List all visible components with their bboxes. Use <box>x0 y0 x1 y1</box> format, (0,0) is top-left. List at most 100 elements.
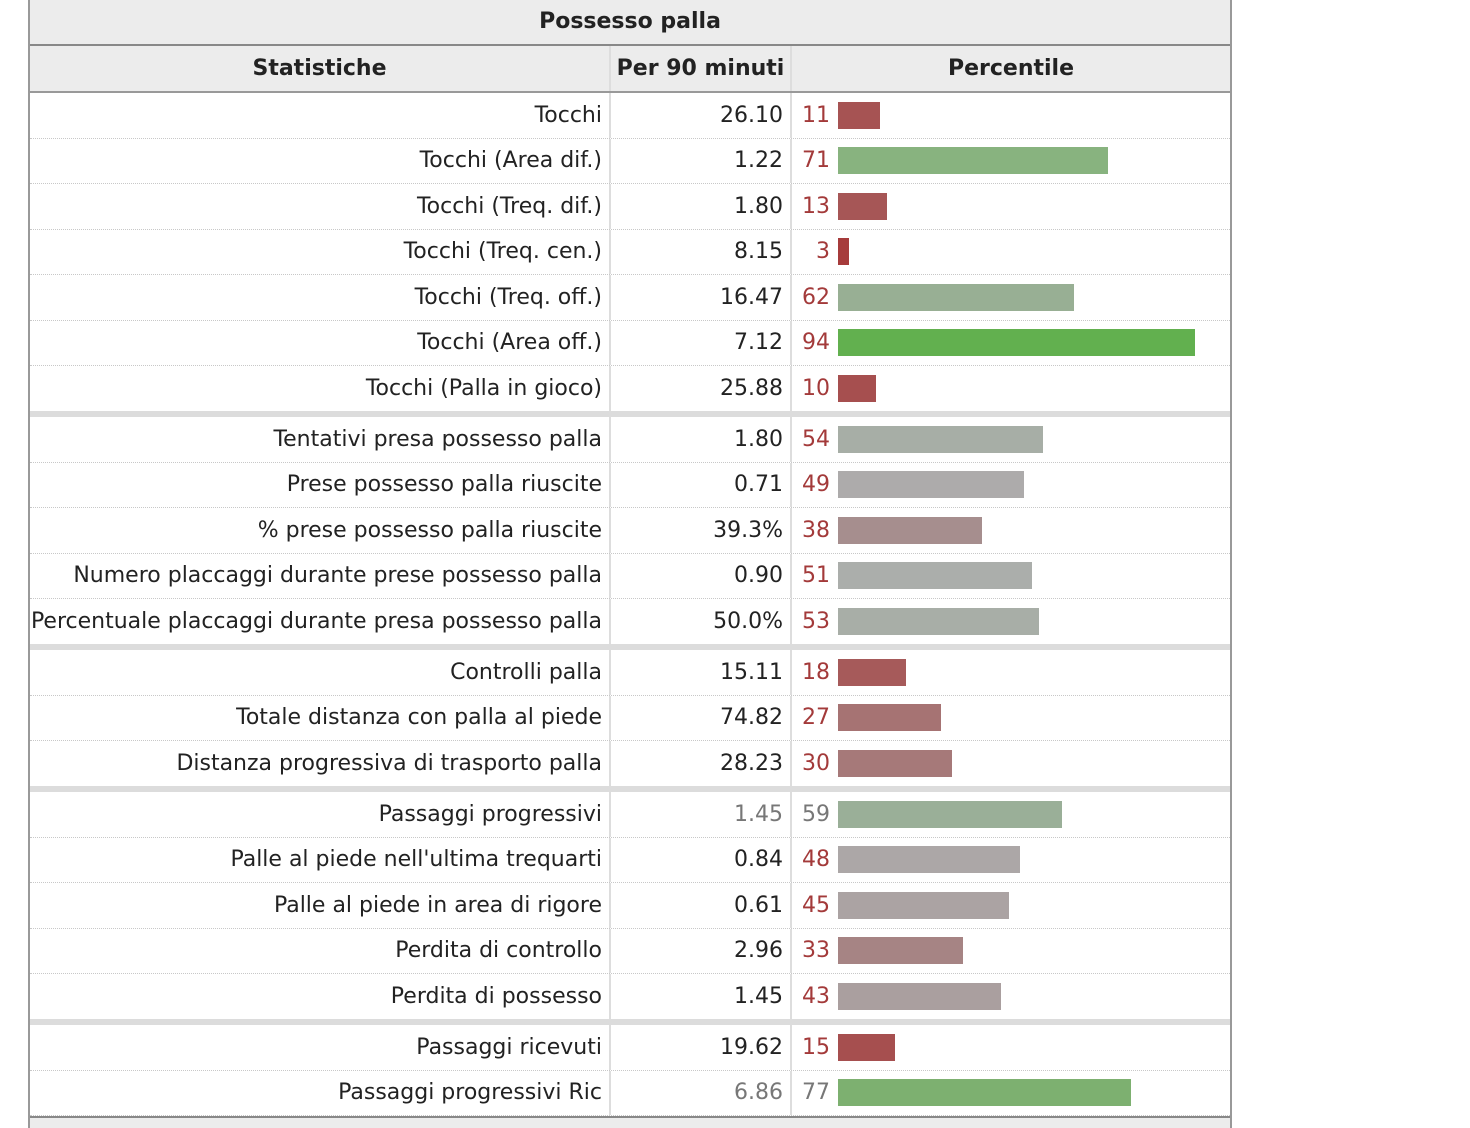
percentile-bar <box>838 891 1009 919</box>
percentile-cell: 77 <box>792 1071 1230 1116</box>
stat-label[interactable]: % prese possesso palla riuscite <box>30 508 611 553</box>
per90-value: 1.80 <box>611 184 792 229</box>
table-row: Distanza progressiva di trasporto palla 2… <box>30 741 1230 792</box>
percentile-value: 11 <box>802 102 830 128</box>
percentile-cell: 43 <box>792 974 1230 1019</box>
stat-label[interactable]: Tocchi (Treq. dif.) <box>30 184 611 229</box>
table-row: Tocchi (Treq. dif.) 1.80 13 <box>30 184 1230 230</box>
percentile-cell: 3 <box>792 230 1230 275</box>
stat-label[interactable]: Percentuale placcaggi durante presa poss… <box>30 599 611 644</box>
percentile-bar <box>838 983 1001 1010</box>
percentile-cell: 62 <box>792 275 1230 320</box>
percentile-value: 38 <box>802 517 830 543</box>
stat-label[interactable]: Distanza progressiva di trasporto palla <box>30 741 611 786</box>
stat-label[interactable]: Tocchi (Area dif.) <box>30 138 611 183</box>
per90-value: 50.0% <box>611 599 792 644</box>
stat-label[interactable]: Prese possesso palla riuscite <box>30 462 611 507</box>
percentile-value: 10 <box>802 376 830 401</box>
header-statistiche[interactable]: Statistiche <box>30 46 611 91</box>
per90-value: 1.80 <box>611 417 792 462</box>
stat-label[interactable]: Tocchi (Treq. off.) <box>30 275 611 320</box>
header-percentile[interactable]: Percentile <box>947 56 1075 81</box>
percentile-bar <box>838 800 1062 828</box>
stat-label[interactable]: Palle al piede nell'ultima trequarti <box>30 837 611 882</box>
percentile-bar <box>838 101 880 129</box>
per90-value: 39.3% <box>611 508 792 553</box>
stat-label[interactable]: Perdita di possesso <box>30 974 611 1019</box>
table-row: Totale distanza con palla al piede 74.82 2… <box>30 695 1230 741</box>
header-per-90-minuti[interactable]: Per 90 minuti <box>611 46 792 91</box>
percentile-cell: 27 <box>792 696 1230 741</box>
percentile-bar <box>838 1033 895 1061</box>
percentile-bar <box>838 238 849 266</box>
percentile-bar <box>838 516 982 544</box>
percentile-cell: 94 <box>792 321 1230 366</box>
percentile-bar <box>838 937 963 965</box>
per90-value: 25.88 <box>611 366 792 411</box>
percentile-value: 51 <box>802 563 830 589</box>
percentile-cell: 59 <box>792 792 1230 837</box>
percentile-cell: 54 <box>792 417 1230 462</box>
percentile-cell: 33 <box>792 929 1230 974</box>
table-row: Numero placcaggi durante prese possesso … <box>30 553 1230 599</box>
percentile-bar <box>838 658 906 686</box>
table-row: Controlli palla 15.11 18 <box>30 650 1230 696</box>
percentile-cell: 71 <box>792 139 1230 184</box>
percentile-value: 54 <box>802 426 830 452</box>
percentile-bar <box>838 192 887 220</box>
percentile-cell: 48 <box>792 838 1230 883</box>
percentile-cell: 18 <box>792 650 1230 695</box>
stat-label[interactable]: Tocchi (Treq. cen.) <box>30 229 611 274</box>
table-body: Tocchi 26.10 11 Tocchi (Area dif.) 1.22 71 Toc… <box>30 93 1230 1116</box>
per90-value: 0.84 <box>611 837 792 882</box>
percentile-cell: 51 <box>792 554 1230 599</box>
stat-label[interactable]: Tocchi (Area off.) <box>30 320 611 365</box>
per90-value: 28.23 <box>611 741 792 786</box>
per90-value: 1.45 <box>611 974 792 1019</box>
percentile-bar <box>838 562 1032 590</box>
percentile-value: 62 <box>802 284 830 310</box>
stat-label[interactable]: Controlli palla <box>30 650 611 695</box>
stat-label[interactable]: Passaggi progressivi Ric <box>30 1070 611 1115</box>
percentile-value: 13 <box>802 193 830 219</box>
percentile-bar <box>838 425 1043 453</box>
percentile-value: 49 <box>802 472 830 498</box>
table-row: Percentuale placcaggi durante presa poss… <box>30 599 1230 650</box>
per90-value: 19.62 <box>611 1025 792 1070</box>
percentile-value: 53 <box>802 609 830 634</box>
table-footer <box>30 1116 1230 1128</box>
per90-value: 0.61 <box>611 883 792 928</box>
table-row: Perdita di controllo 2.96 33 <box>30 928 1230 974</box>
stat-label[interactable]: Passaggi progressivi <box>30 792 611 837</box>
stat-label[interactable]: Tocchi (Palla in gioco) <box>30 366 611 411</box>
table-row: Tocchi (Treq. cen.) 8.15 3 <box>30 229 1230 275</box>
percentile-cell: 45 <box>792 883 1230 928</box>
stat-label[interactable]: Numero placcaggi durante prese possesso … <box>30 553 611 598</box>
percentile-bar <box>838 846 1020 874</box>
percentile-cell: 15 <box>792 1025 1230 1070</box>
percentile-cell: 53 <box>792 599 1230 644</box>
per90-value: 8.15 <box>611 229 792 274</box>
percentile-cell: 38 <box>792 508 1230 553</box>
percentile-value: 94 <box>802 330 830 356</box>
percentile-value: 71 <box>802 148 830 174</box>
stat-label[interactable]: Perdita di controllo <box>30 928 611 973</box>
stat-label[interactable]: Totale distanza con palla al piede <box>30 695 611 740</box>
percentile-bar <box>838 750 952 777</box>
table-row: Tentativi presa possesso palla 1.80 54 <box>30 417 1230 463</box>
stat-label[interactable]: Palle al piede in area di rigore <box>30 883 611 928</box>
per90-value: 1.45 <box>611 792 792 837</box>
table-row: Tocchi (Palla in gioco) 25.88 10 <box>30 366 1230 417</box>
table-header-row: Statistiche Per 90 minuti Percentile <box>30 46 1230 93</box>
percentile-value: 18 <box>802 659 830 685</box>
stat-label[interactable]: Passaggi ricevuti <box>30 1025 611 1070</box>
table-row: Palle al piede nell'ultima trequarti 0.84… <box>30 837 1230 883</box>
per90-value: 15.11 <box>611 650 792 695</box>
stat-label[interactable]: Tocchi <box>30 93 611 138</box>
table-row: % prese possesso palla riuscite 39.3% 38 <box>30 508 1230 554</box>
per90-value: 6.86 <box>611 1070 792 1115</box>
percentile-value: 43 <box>802 984 830 1009</box>
percentile-value: 30 <box>802 751 830 776</box>
stat-label[interactable]: Tentativi presa possesso palla <box>30 417 611 462</box>
table-row: Tocchi (Treq. off.) 16.47 62 <box>30 275 1230 321</box>
